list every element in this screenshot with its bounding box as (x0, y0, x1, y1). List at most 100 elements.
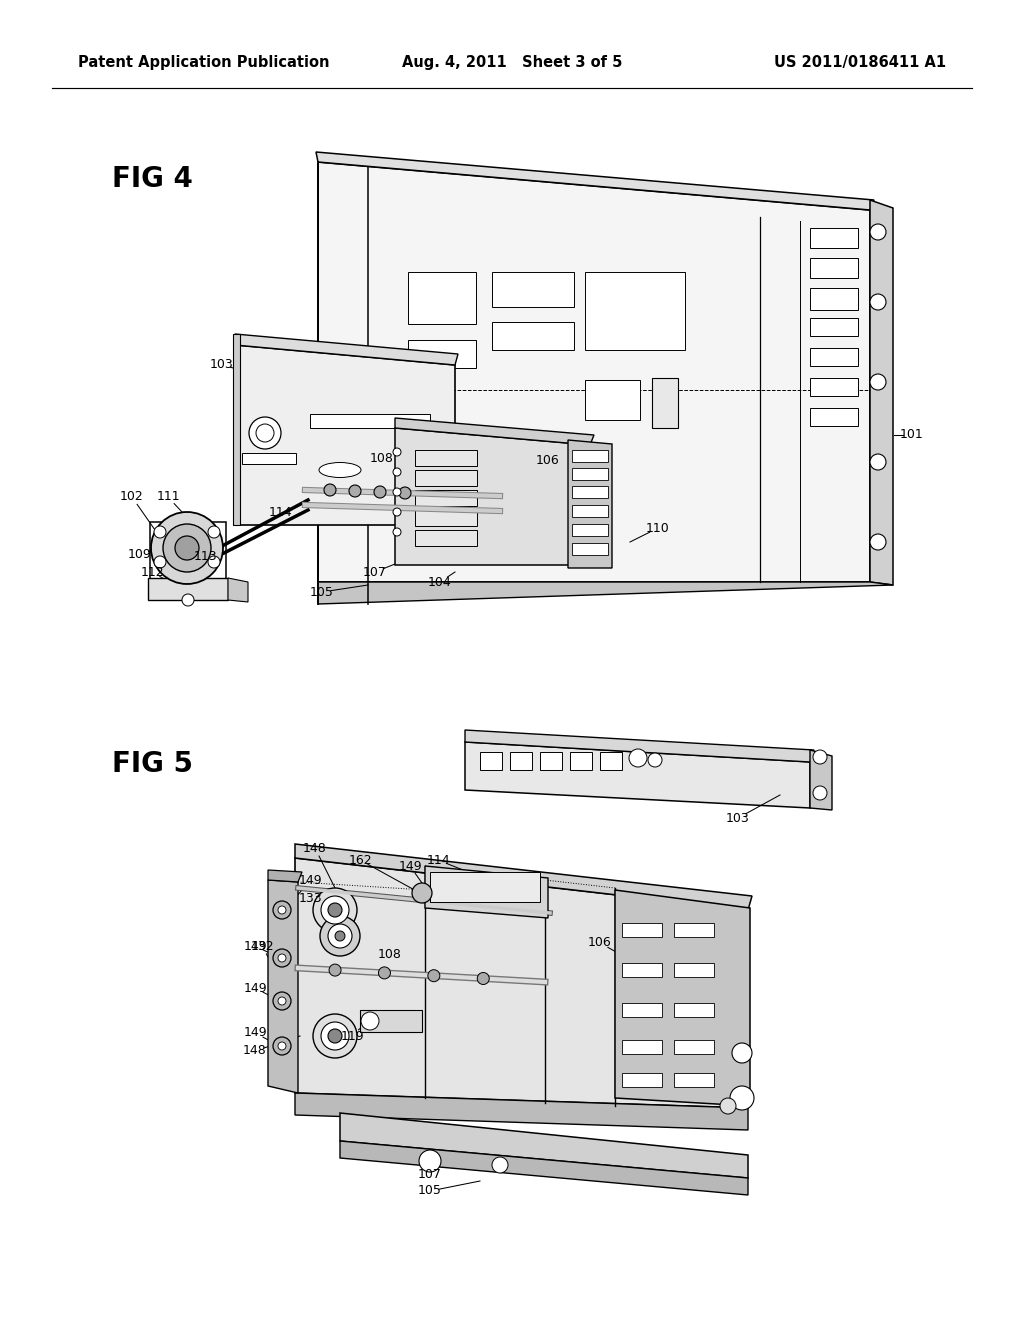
Circle shape (278, 1041, 286, 1049)
Text: 119: 119 (340, 1030, 364, 1043)
Bar (622, 923, 662, 937)
Bar (430, 873, 540, 902)
Bar (360, 1010, 422, 1032)
Circle shape (278, 997, 286, 1005)
Bar (242, 453, 296, 465)
Circle shape (349, 484, 361, 498)
Circle shape (732, 1043, 752, 1063)
Text: Patent Application Publication: Patent Application Publication (78, 54, 330, 70)
Text: 108: 108 (370, 451, 394, 465)
Text: 103: 103 (726, 812, 750, 825)
Circle shape (813, 750, 827, 764)
Polygon shape (318, 162, 870, 582)
Text: 149: 149 (298, 874, 322, 887)
Circle shape (393, 469, 401, 477)
Text: 103: 103 (210, 359, 233, 371)
Circle shape (321, 896, 349, 924)
Text: FIG 4: FIG 4 (112, 165, 193, 193)
Circle shape (477, 973, 489, 985)
Circle shape (208, 556, 220, 568)
Bar (810, 348, 858, 366)
Bar (600, 752, 622, 770)
Polygon shape (615, 890, 750, 1106)
Circle shape (175, 536, 199, 560)
Circle shape (720, 1098, 736, 1114)
Circle shape (163, 524, 211, 572)
Circle shape (154, 525, 166, 539)
Bar (652, 378, 678, 428)
Bar (408, 341, 476, 368)
Circle shape (327, 437, 353, 463)
Circle shape (870, 535, 886, 550)
Circle shape (328, 1030, 342, 1043)
Polygon shape (810, 750, 831, 810)
Circle shape (249, 417, 281, 449)
Polygon shape (295, 843, 752, 909)
Circle shape (313, 1014, 357, 1059)
Text: 114: 114 (268, 507, 292, 520)
Circle shape (335, 931, 345, 941)
Text: 107: 107 (364, 565, 387, 578)
Bar (572, 524, 608, 536)
Bar (492, 272, 574, 308)
Polygon shape (295, 858, 748, 1107)
Circle shape (870, 294, 886, 310)
Circle shape (278, 906, 286, 913)
Ellipse shape (319, 462, 361, 478)
Circle shape (182, 594, 194, 606)
Circle shape (870, 454, 886, 470)
Bar (810, 378, 858, 396)
Bar (622, 964, 662, 977)
Text: Aug. 4, 2011   Sheet 3 of 5: Aug. 4, 2011 Sheet 3 of 5 (401, 54, 623, 70)
Bar (585, 380, 640, 420)
Polygon shape (316, 152, 874, 210)
Bar (572, 506, 608, 517)
Polygon shape (268, 870, 302, 882)
Text: 149: 149 (243, 1027, 267, 1040)
Circle shape (374, 486, 386, 498)
Circle shape (379, 966, 390, 979)
Text: 112: 112 (140, 565, 164, 578)
Bar (415, 531, 477, 546)
Bar (585, 272, 685, 350)
Bar (622, 1003, 662, 1016)
Text: FIG 5: FIG 5 (112, 750, 193, 777)
Bar (810, 318, 858, 337)
Bar (415, 510, 477, 525)
Polygon shape (395, 418, 594, 445)
Bar (415, 470, 477, 486)
Circle shape (870, 374, 886, 389)
Circle shape (428, 970, 440, 982)
Text: 105: 105 (310, 586, 334, 598)
Bar (540, 752, 562, 770)
Circle shape (313, 888, 357, 932)
Circle shape (329, 964, 341, 975)
Polygon shape (148, 578, 228, 601)
Bar (570, 752, 592, 770)
Text: 148: 148 (303, 842, 327, 854)
Text: 114: 114 (426, 854, 450, 866)
Circle shape (321, 1022, 349, 1049)
Polygon shape (233, 334, 240, 525)
Circle shape (273, 1038, 291, 1055)
Polygon shape (318, 582, 893, 605)
Polygon shape (568, 440, 612, 568)
Circle shape (629, 748, 647, 767)
Text: 107: 107 (418, 1168, 442, 1181)
Circle shape (419, 1150, 441, 1172)
Circle shape (328, 924, 352, 948)
Bar (572, 450, 608, 462)
Polygon shape (870, 201, 893, 585)
Circle shape (151, 512, 223, 583)
Polygon shape (425, 866, 548, 917)
Text: 109: 109 (128, 548, 152, 561)
Text: 108: 108 (378, 948, 402, 961)
Bar (572, 543, 608, 554)
Circle shape (256, 424, 274, 442)
Circle shape (813, 785, 827, 800)
Text: 106: 106 (537, 454, 560, 466)
Text: US 2011/0186411 A1: US 2011/0186411 A1 (774, 54, 946, 70)
Bar (810, 257, 858, 279)
Circle shape (393, 528, 401, 536)
Bar (572, 486, 608, 498)
